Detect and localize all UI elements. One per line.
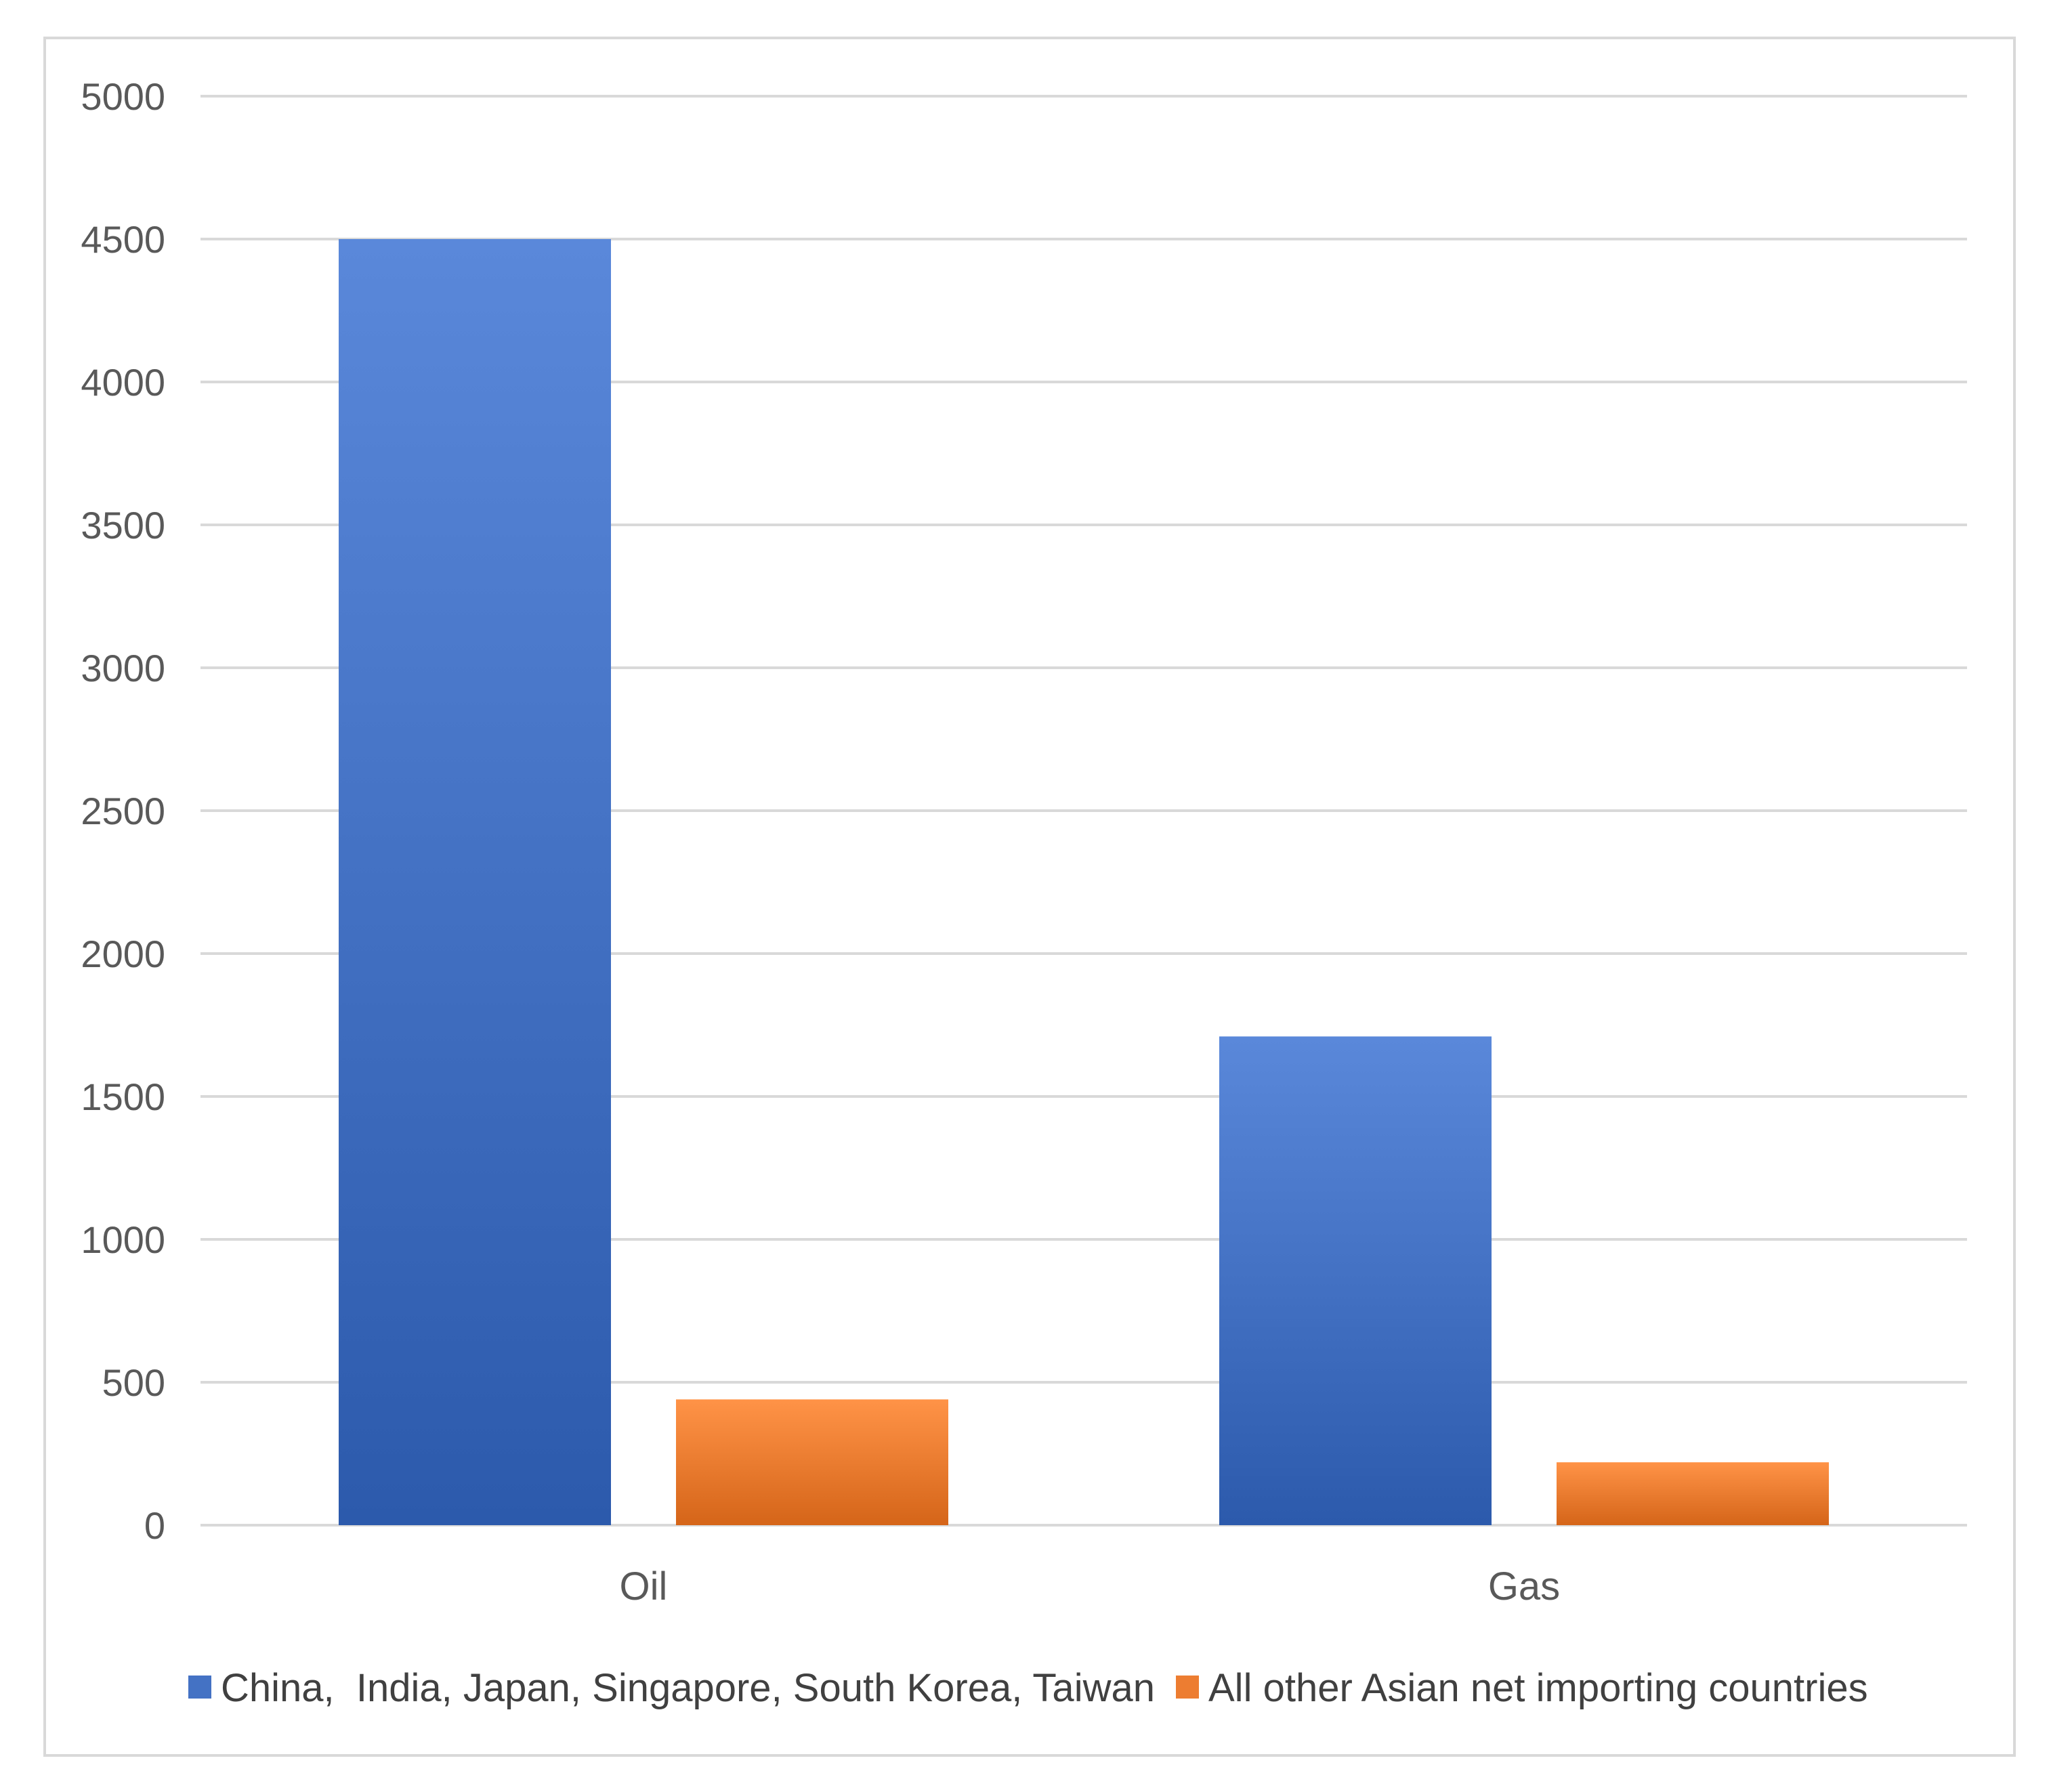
- legend[interactable]: China, India, Japan, Singapore, South Ko…: [188, 1666, 1868, 1710]
- bar-oil-series-2[interactable]: [676, 1399, 948, 1525]
- y-tick-label: 5000: [81, 75, 165, 118]
- y-tick-label: 2000: [81, 933, 165, 975]
- y-tick-label: 4500: [81, 218, 165, 261]
- legend-label: All other Asian net importing countries: [1208, 1666, 1868, 1710]
- bar-gas-series-2[interactable]: [1557, 1462, 1829, 1525]
- y-tick-label: 3000: [81, 647, 165, 689]
- x-axis: Oil Gas: [620, 1564, 1561, 1608]
- y-axis: 0 500 1000 1500 2000 2500 3000 3500 4000 4500 5000: [81, 75, 165, 1547]
- y-tick-label: 500: [102, 1361, 165, 1404]
- x-category-label: Gas: [1488, 1564, 1560, 1608]
- legend-label: China, India, Japan, Singapore, South Ko…: [221, 1666, 1155, 1710]
- y-tick-label: 2500: [81, 790, 165, 832]
- bars: [339, 239, 1829, 1525]
- y-tick-label: 1500: [81, 1075, 165, 1118]
- bar-gas-series-1[interactable]: [1219, 1036, 1492, 1525]
- y-tick-label: 4000: [81, 361, 165, 404]
- y-tick-label: 0: [144, 1504, 165, 1547]
- bar-oil-series-1[interactable]: [339, 239, 611, 1525]
- legend-swatch: [188, 1676, 211, 1699]
- legend-swatch: [1176, 1676, 1199, 1699]
- x-category-label: Oil: [620, 1564, 668, 1608]
- y-tick-label: 1000: [81, 1218, 165, 1261]
- y-tick-label: 3500: [81, 504, 165, 547]
